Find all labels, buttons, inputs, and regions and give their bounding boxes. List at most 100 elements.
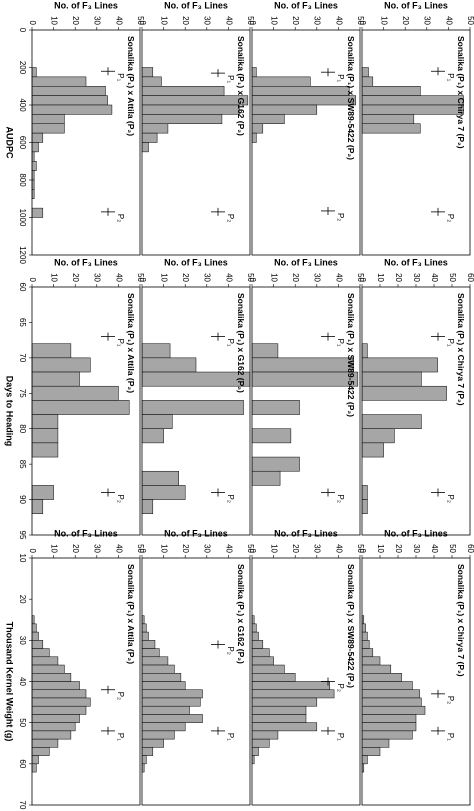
y-tick-label: 40 <box>114 544 123 553</box>
parent-label: P₂ <box>446 214 455 222</box>
x-axis-title: Days to Heading <box>5 376 15 447</box>
panel-title: Sonalika (P₁) x Chirya 7 (P₂) <box>456 293 466 406</box>
x-tick-label: 85 <box>18 460 27 469</box>
bar <box>361 67 369 78</box>
bar <box>361 640 370 649</box>
bar <box>31 722 76 732</box>
bar <box>31 95 108 106</box>
parent-label: P₁ <box>116 733 125 741</box>
bar <box>361 357 438 373</box>
y-tick-label: 40 <box>444 16 453 25</box>
bar <box>251 86 350 96</box>
parent-label: P₁ <box>446 73 455 81</box>
parent-label: P₂ <box>446 494 455 502</box>
bar <box>251 400 300 415</box>
x-tick-label: 80 <box>18 424 27 433</box>
y-tick-label: 40 <box>224 544 233 553</box>
bar <box>251 343 279 359</box>
y-tick-label: 20 <box>291 16 300 25</box>
x-tick-label: 90 <box>18 495 27 504</box>
bar <box>251 705 307 715</box>
bar <box>141 648 160 658</box>
x-tick-label: 1200 <box>18 246 27 264</box>
bar <box>361 499 368 514</box>
y-tick-label: 10 <box>269 16 278 25</box>
x-axis-title: AUDPC <box>5 126 15 159</box>
y-tick-label: 0 <box>138 549 147 554</box>
parent-label: P₁ <box>446 733 455 741</box>
bar <box>251 673 296 682</box>
bar <box>141 67 154 78</box>
y-tick-label: 50 <box>246 273 255 282</box>
x-tick-label: 95 <box>18 531 27 540</box>
y-tick-label: 20 <box>181 544 190 553</box>
plot-frame <box>141 29 251 256</box>
x-tick-label: 600 <box>18 136 27 150</box>
bar <box>31 414 59 429</box>
bar <box>361 371 422 387</box>
y-tick-label: 30 <box>203 273 212 282</box>
y-axis-title: No. of F₃ Lines <box>54 528 118 538</box>
y-tick-label: 40 <box>114 16 123 25</box>
parent-label: P₁ <box>226 733 235 741</box>
bar <box>141 656 169 666</box>
bar <box>31 67 37 78</box>
bar <box>31 114 65 124</box>
y-tick-label: 40 <box>334 16 343 25</box>
y-tick-label: 40 <box>224 273 233 282</box>
bar <box>31 689 87 699</box>
y-axis-title: No. of F₃ Lines <box>274 257 338 267</box>
y-tick-label: 10 <box>376 273 385 282</box>
bar <box>251 648 270 658</box>
y-tick-label: 20 <box>71 544 80 553</box>
y-tick-label: 60 <box>466 273 474 282</box>
bar <box>31 697 91 707</box>
bar <box>251 722 318 732</box>
y-tick-label: 20 <box>71 16 80 25</box>
y-tick-label: 10 <box>159 273 168 282</box>
parent-label: P₁ <box>336 74 345 82</box>
bar <box>31 664 65 674</box>
y-tick-label: 40 <box>334 273 343 282</box>
y-tick-label: 50 <box>448 273 457 282</box>
bar <box>361 114 415 124</box>
parent-label: P₂ <box>226 494 235 502</box>
bar <box>31 755 39 765</box>
y-tick-label: 0 <box>248 21 257 26</box>
y-tick-label: 40 <box>224 16 233 25</box>
bar <box>251 371 359 387</box>
bar <box>361 631 368 641</box>
bar <box>141 76 162 87</box>
x-tick-label: 70 <box>18 353 27 362</box>
parent-label: P₂ <box>336 494 345 502</box>
bar <box>31 142 39 153</box>
bar <box>361 673 402 682</box>
bar <box>361 485 368 500</box>
y-tick-label: 10 <box>269 544 278 553</box>
bar <box>361 385 447 401</box>
bar <box>251 738 270 748</box>
bar <box>141 738 164 748</box>
panel-title: Sonalika (P₁) x SW89-5422 (P₂) <box>346 293 356 417</box>
y-axis-title: No. of F₃ Lines <box>164 528 228 538</box>
bar <box>31 485 54 500</box>
bar <box>251 76 311 87</box>
panel-title: Sonalika (P₁) x G162 (P₂) <box>236 293 246 393</box>
y-axis-title: No. of F₃ Lines <box>384 528 448 538</box>
x-tick-label: 400 <box>18 98 27 112</box>
y-axis-title: No. of F₃ Lines <box>274 0 338 10</box>
bar <box>141 640 156 649</box>
bar <box>31 623 37 633</box>
bar <box>31 673 72 682</box>
bar <box>251 357 354 373</box>
y-axis-title: No. of F₃ Lines <box>274 528 338 538</box>
bar <box>141 705 190 715</box>
bar <box>31 123 65 134</box>
bar <box>251 697 318 707</box>
bar <box>361 681 413 690</box>
y-tick-label: 10 <box>49 16 58 25</box>
bar <box>141 123 169 134</box>
x-axis-title: Thousand Kernel Weight (g) <box>5 622 15 742</box>
x-tick-label: 1000 <box>18 209 27 227</box>
y-tick-label: 0 <box>248 549 257 554</box>
